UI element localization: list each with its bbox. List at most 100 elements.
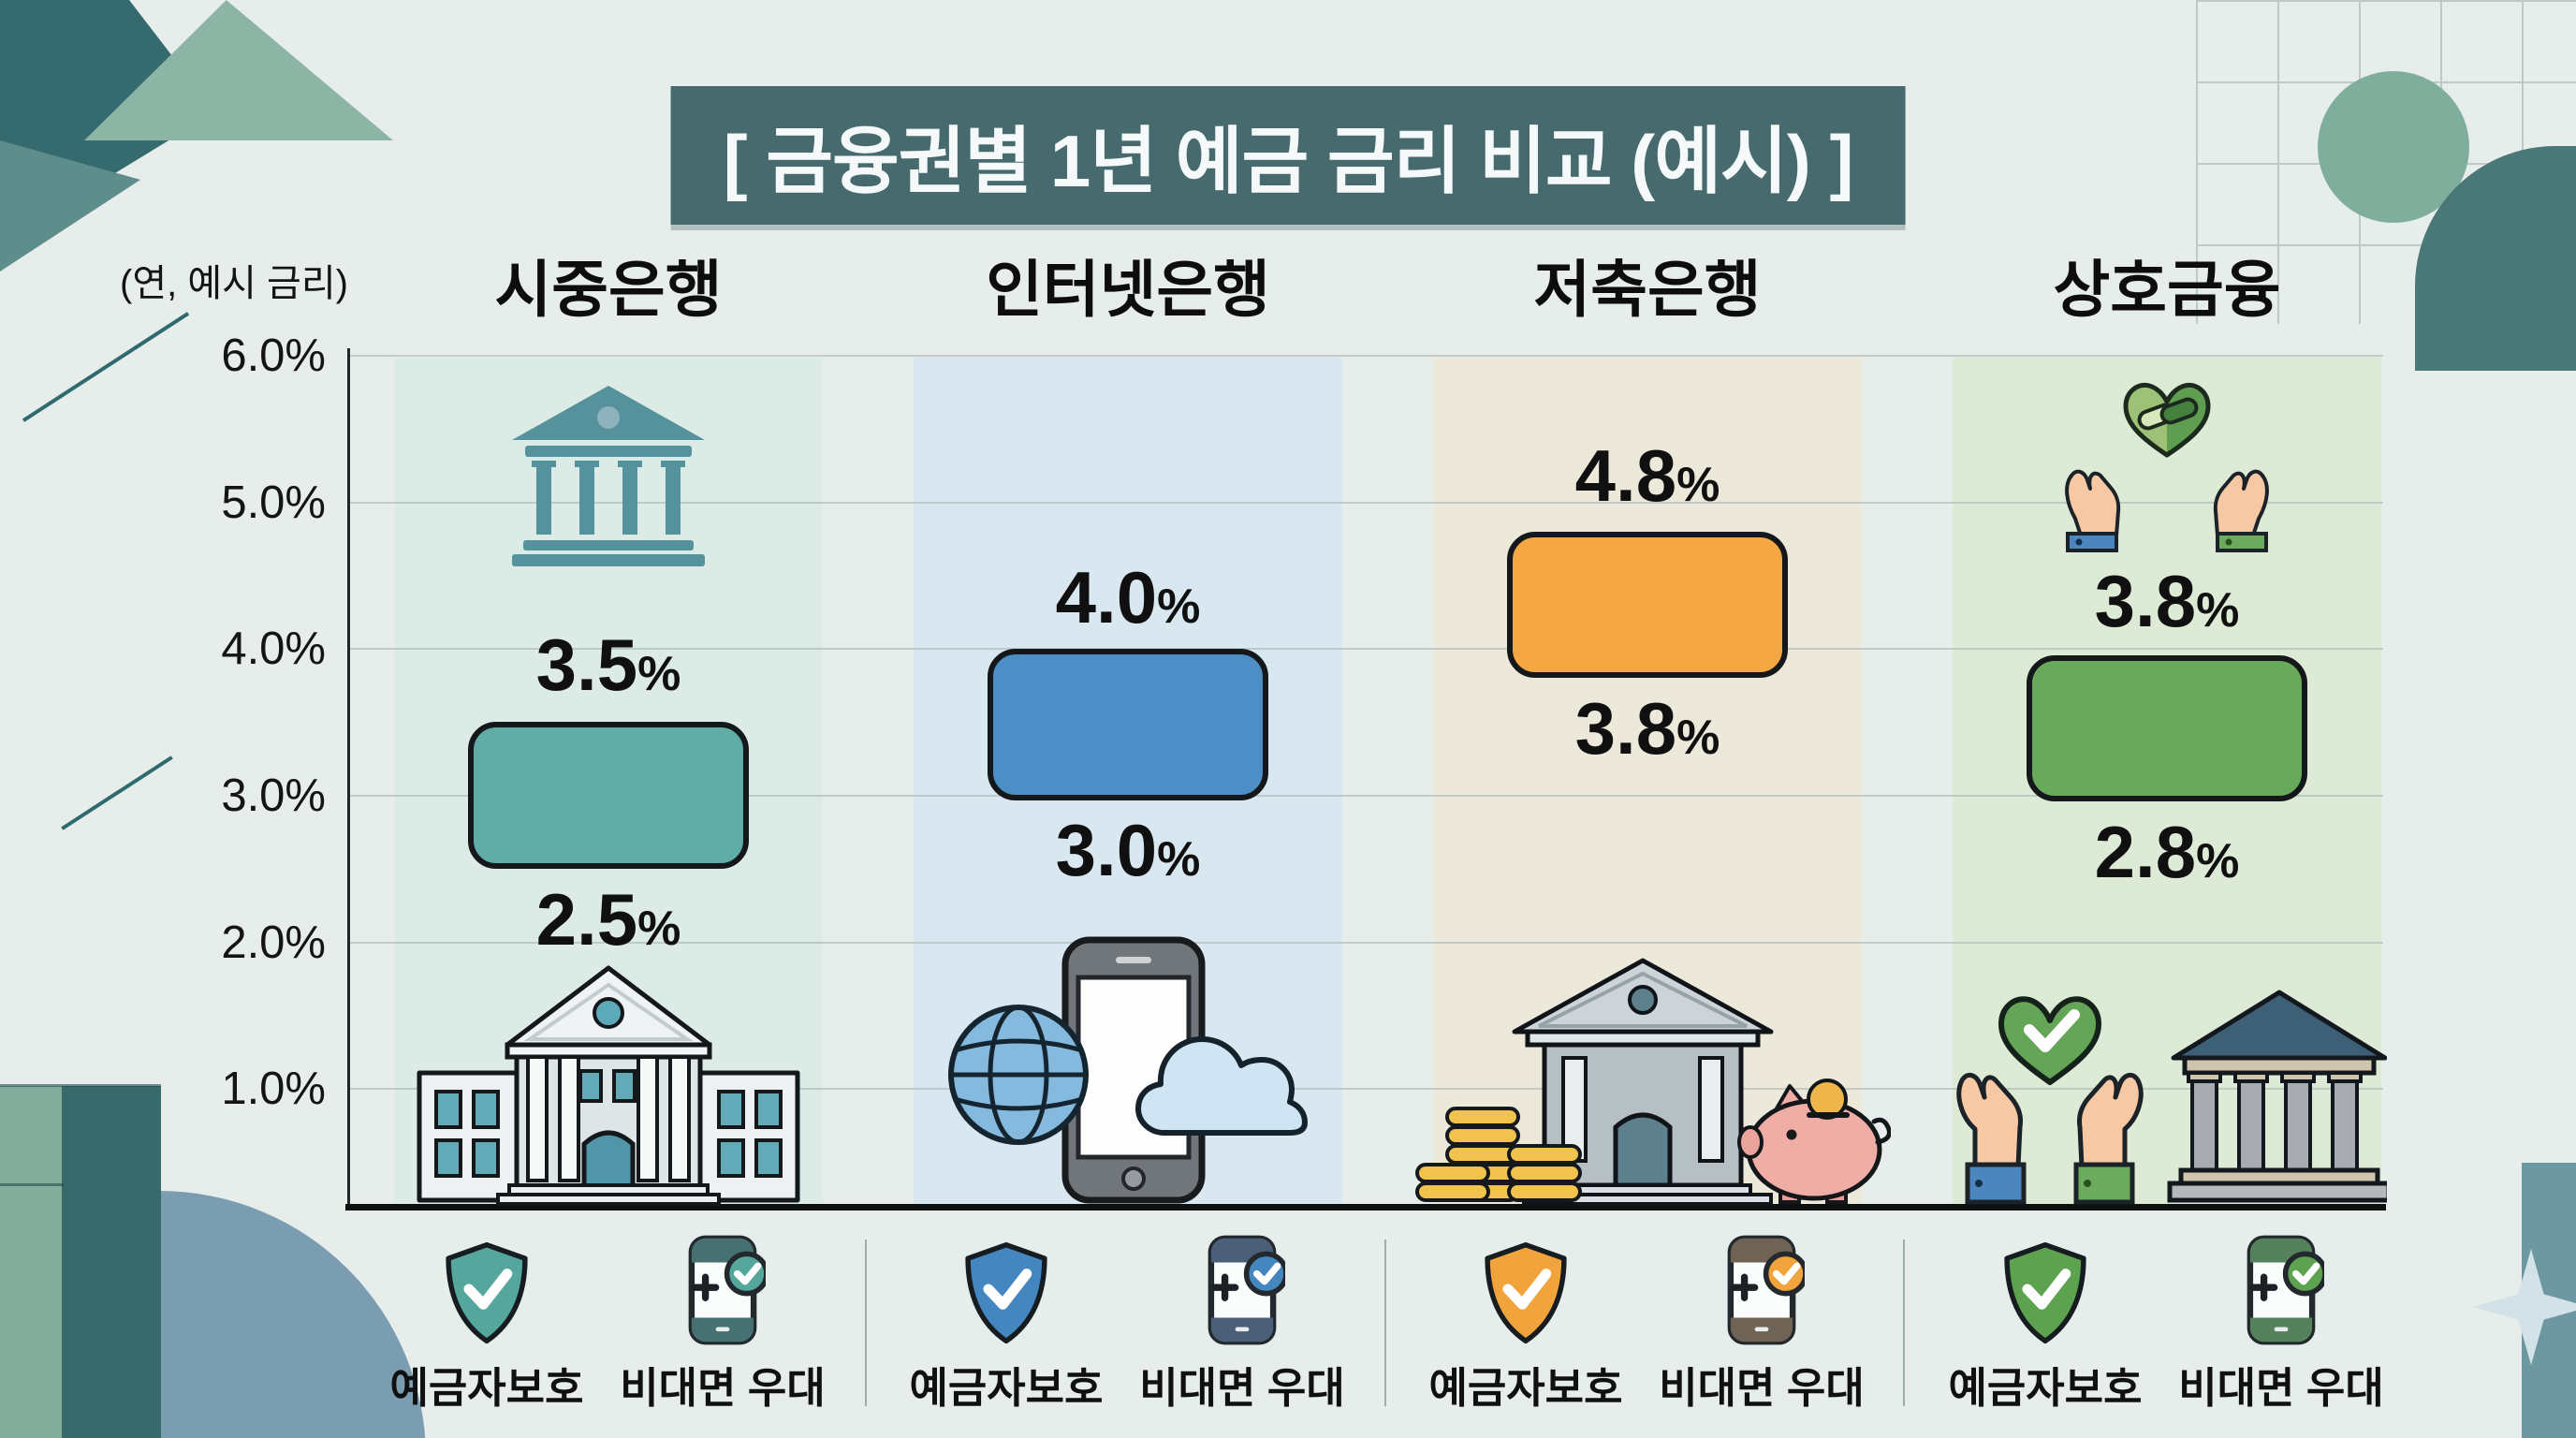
badge-row-divider	[1903, 1240, 1905, 1406]
badge-row-divider	[865, 1240, 867, 1406]
column-header-commercial-bank: 시중은행	[494, 255, 723, 324]
gridline	[350, 795, 2383, 797]
rate-value: 2.5	[535, 878, 638, 961]
decor-sparkle-star	[2473, 1249, 2576, 1365]
y-tick-label: 5.0%	[221, 477, 326, 528]
badge-label: 예금자보호	[1428, 1364, 1623, 1412]
decor-triangle-dark-teal	[0, 0, 215, 243]
gridline	[350, 648, 2383, 650]
phone-check-icon-wrap	[1199, 1232, 1285, 1346]
badge-deposit-protection: 예금자보호	[1928, 1232, 2162, 1415]
rate-value: 4.8	[1574, 434, 1677, 517]
range-bar-internet-bank	[988, 649, 1268, 800]
rate-min-commercial-bank: 2.5%	[394, 876, 823, 984]
coins-bank-piggy-illustration	[1415, 958, 1891, 1206]
rate-unit: %	[1676, 711, 1720, 765]
badge-label: 비대면 우대	[1659, 1364, 1865, 1412]
badge-label: 예금자보호	[1948, 1364, 2143, 1412]
badge-non-face-to-face: 비대면 우대	[2164, 1232, 2398, 1415]
phone-check-icon-wrap	[680, 1232, 766, 1346]
gridline	[350, 502, 2383, 504]
range-bar-commercial-bank	[468, 722, 749, 869]
decor-thin-line	[0, 1183, 64, 1186]
decor-diagonal-line	[61, 756, 173, 830]
rate-min-savings-bank: 3.8%	[1433, 685, 1862, 793]
bank-building-illustration	[417, 965, 800, 1206]
decor-triangle-mid-teal	[0, 140, 140, 271]
rate-unit: %	[637, 647, 681, 701]
badge-deposit-protection: 예금자보호	[370, 1232, 604, 1415]
hands-heart-bank-illustration	[1956, 990, 2387, 1205]
gridline	[350, 1088, 2383, 1090]
shield-check-icon-wrap	[959, 1232, 1053, 1346]
decor-bar-teal	[62, 1086, 161, 1438]
decor-teal-blob	[2415, 146, 2576, 371]
rate-max-savings-bank: 4.8%	[1433, 433, 1862, 540]
range-bar-mutual-finance	[2027, 655, 2307, 801]
rate-unit: %	[1676, 458, 1720, 512]
badge-label: 비대면 우대	[620, 1364, 826, 1412]
page-title: [ 금융권별 1년 예금 금리 비교 (예시) ]	[670, 86, 1906, 225]
gridline	[350, 355, 2383, 357]
x-baseline	[345, 1204, 2386, 1211]
shield-check-icon	[965, 1241, 1047, 1344]
rate-unit: %	[637, 902, 681, 956]
range-bar-savings-bank	[1507, 532, 1788, 678]
badge-label: 비대면 우대	[1139, 1364, 1345, 1412]
column-header-savings-bank: 저축은행	[1533, 255, 1762, 324]
rate-max-mutual-finance: 3.8%	[1953, 558, 2381, 666]
y-axis-line	[347, 348, 350, 1207]
rate-min-mutual-finance: 2.8%	[1953, 809, 2381, 917]
y-tick-label: 6.0%	[221, 330, 326, 381]
rate-max-commercial-bank: 3.5%	[394, 622, 823, 729]
badge-label: 예금자보호	[389, 1364, 584, 1412]
column-header-mutual-finance: 상호금융	[2053, 255, 2281, 324]
decor-thin-line	[0, 1084, 161, 1087]
decor-bar-sage	[0, 1086, 62, 1438]
phone-check-icon-wrap	[1719, 1232, 1805, 1346]
rate-unit: %	[2196, 583, 2240, 638]
gridline	[350, 942, 2383, 944]
rate-value: 3.8	[1574, 687, 1677, 770]
rate-min-internet-bank: 3.0%	[914, 807, 1342, 915]
phone-check-icon-wrap	[2238, 1232, 2324, 1346]
smartphone-globe-cloud-illustration	[948, 936, 1308, 1204]
y-tick-label: 4.0%	[221, 624, 326, 674]
phone-check-icon	[2247, 1235, 2324, 1345]
badge-deposit-protection: 예금자보호	[889, 1232, 1123, 1415]
y-axis-unit-label: (연, 예시 금리)	[120, 263, 348, 304]
decor-bluegray-disc	[0, 1191, 426, 1438]
badge-non-face-to-face: 비대면 우대	[1645, 1232, 1879, 1415]
phone-check-icon	[1208, 1235, 1285, 1345]
rate-unit: %	[1157, 832, 1201, 887]
badge-label: 예금자보호	[909, 1364, 1104, 1412]
rate-unit: %	[2196, 834, 2240, 888]
decor-triangle-sage	[84, 0, 393, 140]
badge-non-face-to-face: 비대면 우대	[606, 1232, 840, 1415]
shield-check-icon	[1485, 1241, 1567, 1344]
rate-value: 3.8	[2094, 560, 2197, 642]
rate-value: 4.0	[1055, 556, 1158, 638]
badge-deposit-protection: 예금자보호	[1409, 1232, 1643, 1415]
badge-row-divider	[1384, 1240, 1386, 1406]
shield-check-icon-wrap	[1479, 1232, 1573, 1346]
rate-value: 3.5	[535, 624, 638, 706]
decor-sage-circle	[2318, 71, 2469, 223]
badge-label: 비대면 우대	[2178, 1364, 2384, 1412]
rate-unit: %	[1157, 580, 1201, 634]
shield-check-icon-wrap	[1998, 1232, 2092, 1346]
shield-check-icon	[2004, 1241, 2086, 1344]
y-tick-label: 2.0%	[221, 917, 326, 968]
rate-value: 3.0	[1055, 809, 1158, 891]
shield-check-icon-wrap	[440, 1232, 534, 1346]
phone-check-icon	[688, 1235, 766, 1345]
shield-check-icon	[446, 1241, 528, 1344]
column-header-internet-bank: 인터넷은행	[986, 255, 1270, 324]
badge-non-face-to-face: 비대면 우대	[1125, 1232, 1359, 1415]
phone-check-icon	[1727, 1235, 1805, 1345]
y-tick-label: 3.0%	[221, 770, 326, 821]
bank-emblem-icon	[512, 386, 705, 566]
hands-heart-handshake-icon	[2065, 382, 2269, 552]
rate-value: 2.8	[2094, 811, 2197, 893]
